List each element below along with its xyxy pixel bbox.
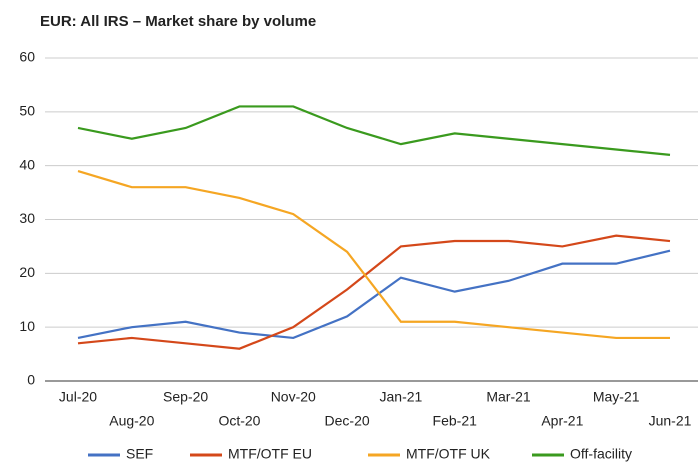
x-tick-label: Jan-21 <box>380 389 423 405</box>
x-tick-label: May-21 <box>593 389 640 405</box>
x-tick-label: Mar-21 <box>486 389 531 405</box>
line-series <box>77 249 671 340</box>
y-tick-label: 50 <box>19 103 35 119</box>
line-series <box>77 169 670 340</box>
x-tick-label: Sep-20 <box>163 389 208 405</box>
x-tick-label: Dec-20 <box>325 413 370 429</box>
legend-label: MTF/OTF EU <box>228 446 312 462</box>
line-series <box>77 234 671 350</box>
legend-label: SEF <box>126 446 153 462</box>
y-tick-label: 20 <box>19 264 35 280</box>
x-tick-label: Jun-21 <box>649 413 692 429</box>
x-tick-label: Jul-20 <box>59 389 97 405</box>
x-tick-label: Oct-20 <box>218 413 260 429</box>
x-tick-label: Aug-20 <box>109 413 154 429</box>
x-tick-label: Apr-21 <box>541 413 583 429</box>
legend-label: Off-facility <box>570 446 632 462</box>
chart-title: EUR: All IRS – Market share by volume <box>40 13 316 30</box>
y-tick-label: 10 <box>19 318 35 334</box>
y-tick-label: 0 <box>27 372 35 388</box>
legend-label: MTF/OTF UK <box>406 446 491 462</box>
y-tick-label: 30 <box>19 210 35 226</box>
y-tick-label: 40 <box>19 156 35 172</box>
y-tick-label: 60 <box>19 49 35 65</box>
x-tick-label: Feb-21 <box>433 413 478 429</box>
x-tick-label: Nov-20 <box>271 389 316 405</box>
line-series <box>77 105 671 156</box>
